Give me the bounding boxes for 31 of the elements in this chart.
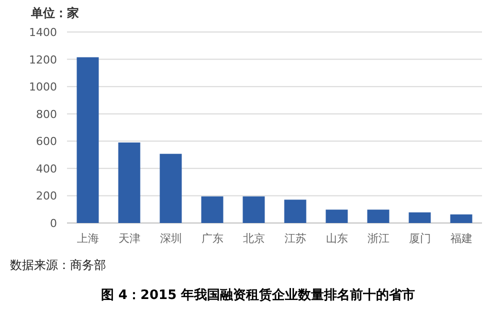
bar <box>242 196 265 223</box>
bar <box>408 212 431 223</box>
x-tick-label: 江苏 <box>284 232 306 245</box>
bar <box>118 142 140 223</box>
x-tick-label: 上海 <box>76 232 99 245</box>
x-tick-label: 北京 <box>242 232 265 245</box>
y-tick-label: 400 <box>36 162 57 176</box>
bar <box>450 214 472 223</box>
y-axis-title: 单位：家 <box>30 6 79 20</box>
source-note: 数据来源：商务部 <box>10 258 106 272</box>
bar <box>201 196 224 223</box>
x-tick-label: 福建 <box>450 232 472 245</box>
y-tick-label: 200 <box>36 190 57 203</box>
bar <box>326 210 348 223</box>
bar <box>284 200 306 223</box>
x-tick-label: 深圳 <box>160 232 182 245</box>
y-tick-label: 800 <box>36 108 57 121</box>
text: 图 4：2015 年我国融资租赁企业数量排名前十的省市 <box>100 287 416 303</box>
y-tick-label: 1200 <box>29 53 57 66</box>
x-tick-label: 广东 <box>201 232 224 245</box>
x-tick-label: 天津 <box>118 232 140 245</box>
x-tick-label: 厦门 <box>408 232 431 245</box>
x-tick-label: 山东 <box>326 232 348 245</box>
bar <box>367 210 390 223</box>
bar <box>76 57 99 223</box>
x-tick-label: 浙江 <box>367 232 390 245</box>
y-tick-label: 1000 <box>29 80 57 94</box>
y-tick-label: 600 <box>36 135 57 148</box>
bar <box>160 154 182 223</box>
y-tick-label: 1400 <box>29 26 57 39</box>
y-tick-label: 0 <box>50 217 57 230</box>
